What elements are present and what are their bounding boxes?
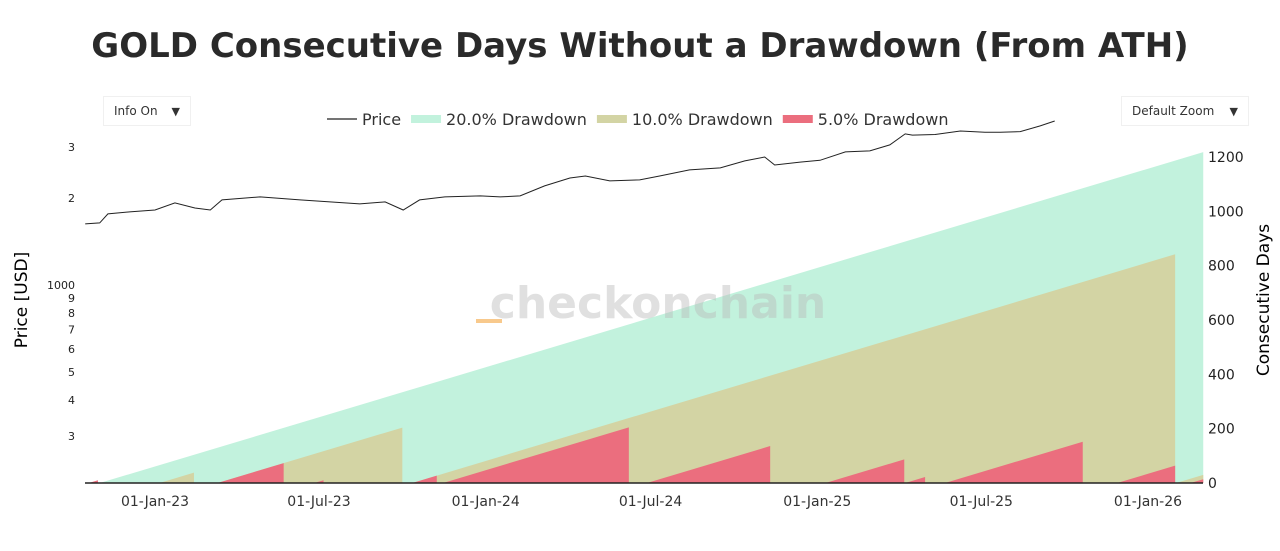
x-tick-label: 01-Jan-26 (1114, 494, 1182, 510)
legend-label: 20.0% Drawdown (446, 110, 587, 129)
legend-item[interactable]: 20.0% Drawdown (411, 110, 587, 129)
zoom-dropdown-label: Default Zoom (1132, 104, 1215, 118)
y-right-tick-label: 800 (1208, 259, 1235, 275)
y-right-title: Consecutive Days (1254, 224, 1274, 376)
watermark-text: checkonchain (490, 278, 826, 329)
drawdown-run-100 (1176, 474, 1204, 483)
drawdown-run-50 (217, 463, 284, 483)
chart-title: GOLD Consecutive Days Without a Drawdown… (91, 26, 1189, 66)
legend-label: Price (362, 110, 401, 129)
y-right-tick-label: 200 (1208, 422, 1235, 438)
drawdown-run-50 (1117, 465, 1176, 483)
y-right-tick-label: 1000 (1208, 204, 1244, 220)
legend-item[interactable]: 10.0% Drawdown (596, 110, 773, 129)
y-right-tick-label: 1200 (1208, 150, 1244, 166)
y-right-tick-label: 400 (1208, 367, 1235, 383)
drawdown-run-50 (1190, 479, 1204, 483)
drawdown-run-100 (159, 472, 194, 483)
legend: Price 20.0% Drawdown 10.0% Drawdown 5.0% Dr… (327, 110, 948, 129)
legend-label: 5.0% Drawdown (818, 110, 949, 129)
y-left-tick-label: 1000 (47, 279, 75, 292)
y-left-tick-label: 8 (68, 307, 75, 320)
drawdown-run-50 (825, 459, 905, 483)
y-right-tick-label: 600 (1208, 313, 1235, 329)
drawdown-run-100 (412, 254, 1176, 483)
drawdown-run-100 (217, 427, 403, 483)
x-tick-label: 01-Jul-23 (287, 494, 350, 510)
drawdown-run-50 (443, 427, 629, 483)
legend-item[interactable]: Price (327, 110, 401, 129)
y-left-title: Price [USD] (12, 252, 32, 348)
x-tick-label: 01-Jul-24 (619, 494, 682, 510)
legend-label: 10.0% Drawdown (632, 110, 773, 129)
y-right-tick-label: 0 (1208, 476, 1217, 492)
x-tick-label: 01-Jan-23 (121, 494, 189, 510)
legend-item[interactable]: 5.0% Drawdown (782, 110, 949, 129)
dropdown-arrow-icon: ▼ (171, 104, 180, 118)
price-line (85, 120, 1055, 225)
y-left-tick-label: 7 (68, 324, 75, 337)
y-left-tick-label: 6 (68, 343, 75, 356)
legend-area-swatch (596, 115, 627, 123)
legend-area-swatch (411, 115, 442, 123)
x-tick-label: 01-Jan-25 (783, 494, 851, 510)
x-tick-label: 01-Jan-24 (452, 494, 520, 510)
drawdown-run-50 (905, 477, 926, 483)
y-left-tick-label: 4 (68, 394, 75, 407)
watermark-dash (476, 319, 502, 323)
drawdown-run-50 (412, 475, 437, 483)
legend-area-swatch (782, 115, 813, 123)
dropdown-arrow-icon: ▼ (1229, 104, 1238, 118)
y-left-tick-label: 3 (68, 430, 75, 443)
y-left-tick-label: 2 (68, 192, 75, 205)
zoom-dropdown[interactable]: Default Zoom ▼ (1121, 96, 1249, 126)
info-dropdown-label: Info On (114, 104, 158, 118)
drawdown-run-50 (646, 446, 771, 483)
watermark: checkonchain (476, 278, 826, 329)
y-left-tick-label: 9 (68, 292, 75, 305)
x-tick-label: 01-Jul-25 (950, 494, 1013, 510)
drawdown-run-50 (945, 441, 1083, 483)
y-left-tick-label: 3 (68, 141, 75, 154)
info-dropdown[interactable]: Info On ▼ (103, 96, 191, 126)
y-left-tick-label: 5 (68, 366, 75, 379)
